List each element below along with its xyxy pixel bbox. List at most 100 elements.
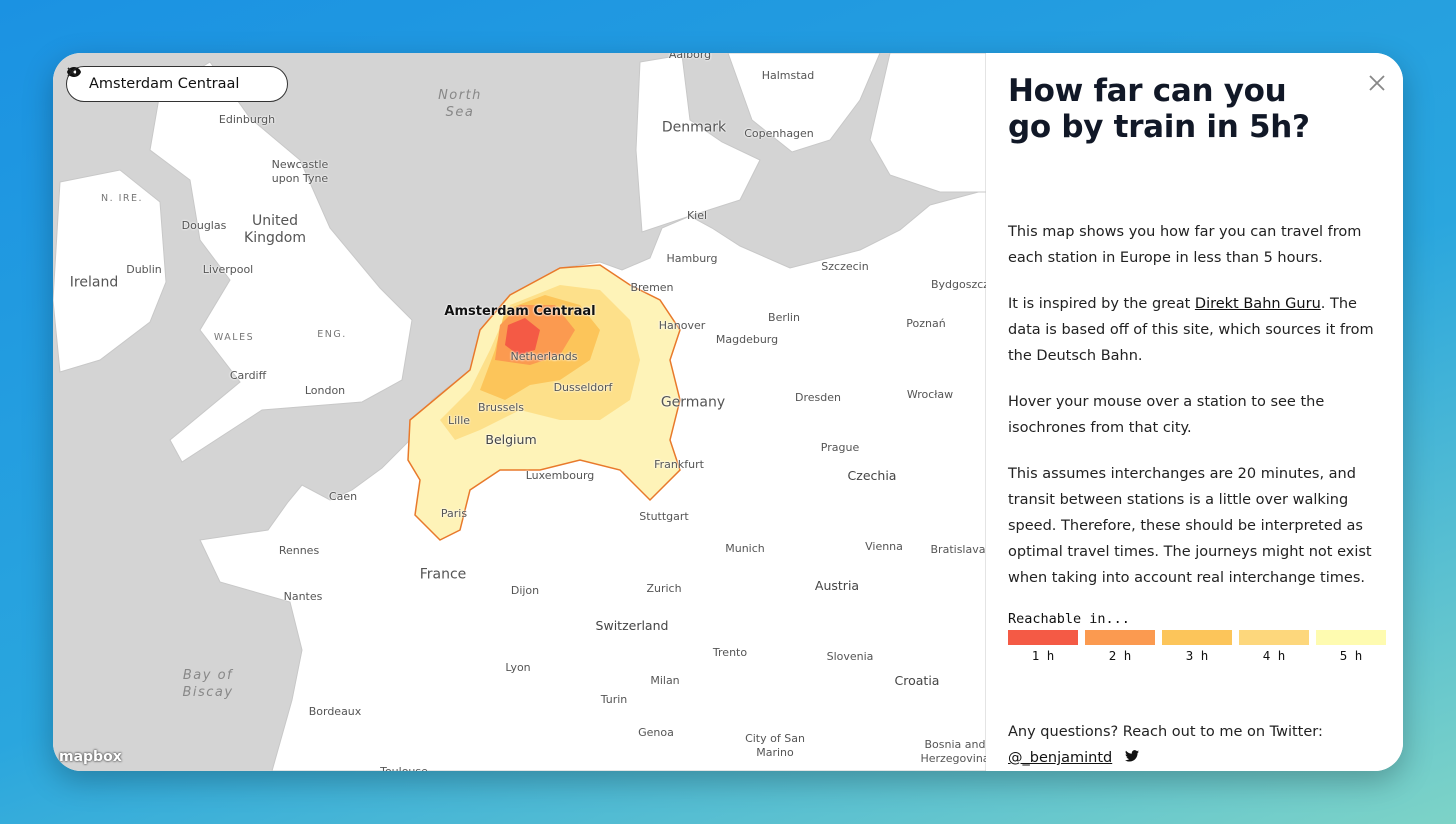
panel-title: How far can you go by train in 5h?: [1008, 73, 1310, 145]
map-label: Hamburg: [666, 252, 718, 265]
land-great-britain: [149, 61, 413, 463]
paragraph: Hover your mouse over a station to see t…: [1008, 394, 1325, 436]
map-label: Liverpool: [202, 263, 254, 276]
isochrone-1h: [505, 318, 540, 355]
land-scandinavia: [727, 53, 881, 153]
map-label: Dresden: [795, 391, 841, 404]
map-label: Dijon: [510, 584, 540, 597]
map-label: WALES: [213, 332, 255, 343]
isochrone: [407, 264, 681, 541]
map-label: Austria: [814, 578, 860, 593]
map-label: Bydgoszcz: [930, 278, 986, 291]
map-label: Halmstad: [761, 69, 815, 82]
map-label: Bosnia and Herzegovina: [920, 738, 986, 765]
map-label: Vienna: [865, 540, 903, 553]
map-label: Belgium: [485, 432, 537, 447]
legend-item: 2 h: [1085, 630, 1155, 663]
map-label: Germany: [660, 394, 726, 411]
map-label: Lyon: [505, 661, 531, 674]
map-attribution[interactable]: mapbox: [59, 749, 122, 765]
text: It is inspired by the great: [1008, 296, 1195, 312]
map-label: Stuttgart: [639, 510, 689, 523]
station-chip[interactable]: Amsterdam Centraal: [66, 66, 288, 102]
description: This map shows you how far you can trave…: [1008, 219, 1386, 591]
close-button[interactable]: [1369, 75, 1385, 91]
legend-title: Reachable in...: [1008, 611, 1130, 627]
legend-swatch: [1008, 630, 1078, 645]
map-label: Szczecin: [821, 260, 869, 273]
map-label: Bay of Biscay: [182, 668, 234, 700]
map-label: Caen: [328, 490, 358, 503]
map-label: Nantes: [283, 590, 323, 603]
map-label: Aalborg: [668, 53, 712, 61]
map-label: Trento: [712, 646, 748, 659]
twitter-link[interactable]: @_benjamintd: [1008, 750, 1113, 766]
app-card: Aalborg Halmstad North Sea Edinburgh Denmark…: [53, 53, 1403, 771]
map-label: North Sea: [438, 88, 482, 120]
map-label: Bremen: [630, 281, 674, 294]
map-label: Edinburgh: [218, 113, 276, 126]
map-label: Hanover: [658, 319, 706, 332]
map-label: Turin: [600, 693, 628, 706]
paragraph: It is inspired by the great Direkt Bahn …: [1008, 291, 1386, 369]
legend-label: 2 h: [1108, 648, 1132, 663]
map-label: Dusseldorf: [553, 381, 613, 394]
paragraph: This assumes interchanges are 20 minutes…: [1008, 466, 1372, 586]
legend-label: 5 h: [1339, 648, 1363, 663]
map-label: Newcastle upon Tyne: [271, 158, 329, 185]
map-label: Amsterdam Centraal: [444, 304, 596, 319]
legend-item: 5 h: [1316, 630, 1386, 663]
map-label: Zurich: [646, 582, 682, 595]
map-label: Prague: [820, 441, 860, 454]
legend-swatch: [1239, 630, 1309, 645]
map-label: ENG.: [317, 329, 347, 340]
map-label: Bordeaux: [308, 705, 362, 718]
map-label: Denmark: [661, 119, 727, 136]
map-label: Croatia: [894, 673, 940, 688]
map-label: Toulouse: [380, 765, 428, 771]
map-label: Douglas: [181, 219, 227, 232]
map-label: Lille: [447, 414, 471, 427]
map-label: Bratislava: [930, 543, 986, 556]
legend: 1 h 2 h 3 h 4 h 5 h: [1008, 630, 1386, 663]
map-label: Paris: [440, 507, 468, 520]
map-label: United Kingdom: [244, 213, 306, 246]
map-label: Netherlands: [510, 350, 578, 363]
map-label: Czechia: [847, 468, 897, 483]
legend-swatch: [1085, 630, 1155, 645]
map-label: Brussels: [477, 401, 525, 414]
legend-swatch: [1316, 630, 1386, 645]
legend-label: 3 h: [1185, 648, 1209, 663]
map-label: Copenhagen: [744, 127, 814, 140]
legend-item: 1 h: [1008, 630, 1078, 663]
map-label: France: [419, 566, 467, 583]
map-label: Rennes: [278, 544, 320, 557]
contact-handle-row: @_benjamintd: [1008, 745, 1323, 771]
map-label: Milan: [650, 674, 680, 687]
legend-item: 3 h: [1162, 630, 1232, 663]
map[interactable]: Aalborg Halmstad North Sea Edinburgh Denmark…: [53, 53, 986, 771]
map-label: Ireland: [69, 274, 119, 291]
legend-label: 1 h: [1031, 648, 1055, 663]
map-label: Genoa: [638, 726, 674, 739]
map-label: London: [304, 384, 346, 397]
map-label: Switzerland: [595, 618, 669, 633]
clear-button[interactable]: [67, 67, 77, 77]
legend-label: 4 h: [1262, 648, 1286, 663]
link[interactable]: Direkt Bahn Guru: [1194, 296, 1321, 312]
contact: Any questions? Reach out to me on Twitte…: [1008, 719, 1323, 771]
side-panel: How far can you go by train in 5h? This …: [986, 53, 1403, 771]
paragraph: This map shows you how far you can trave…: [1008, 224, 1362, 266]
legend-swatch: [1162, 630, 1232, 645]
map-canvas: [53, 53, 986, 771]
twitter-icon: [1124, 750, 1139, 762]
land-jutland: [635, 54, 761, 233]
map-label: N. IRE.: [100, 193, 144, 204]
land-ireland: [53, 169, 167, 373]
legend-item: 4 h: [1239, 630, 1309, 663]
contact-text: Any questions? Reach out to me on Twitte…: [1008, 724, 1323, 740]
map-label: City of San Marino: [745, 732, 805, 759]
station-name: Amsterdam Centraal: [89, 76, 240, 92]
map-label: Dublin: [126, 263, 162, 276]
